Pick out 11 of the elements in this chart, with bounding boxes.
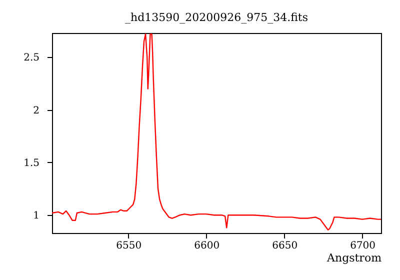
line-series xyxy=(52,33,381,230)
y-tick-label: 2.5 xyxy=(24,52,40,64)
y-tick-label: 1 xyxy=(33,210,40,222)
x-tick-label: 6550 xyxy=(116,240,142,252)
y-tick-label: 2 xyxy=(33,105,40,116)
chart-title: _hd13590_20200926_975_34.fits xyxy=(125,11,308,24)
x-tick-label: 6600 xyxy=(194,240,220,252)
x-tick-label: 6700 xyxy=(350,240,376,252)
x-axis-title: Angstrom xyxy=(326,252,382,264)
x-tick-label: 6650 xyxy=(272,240,298,252)
y-tick-label: 1.5 xyxy=(24,158,40,169)
